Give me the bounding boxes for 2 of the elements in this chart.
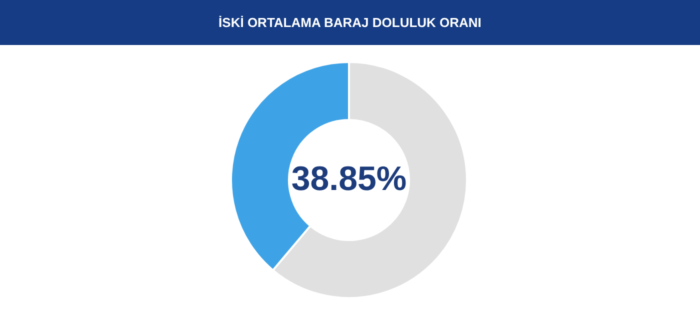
chart-title: İSKİ ORTALAMA BARAJ DOLULUK ORANI (0, 0, 700, 45)
data-label: 38.85% (291, 160, 407, 198)
